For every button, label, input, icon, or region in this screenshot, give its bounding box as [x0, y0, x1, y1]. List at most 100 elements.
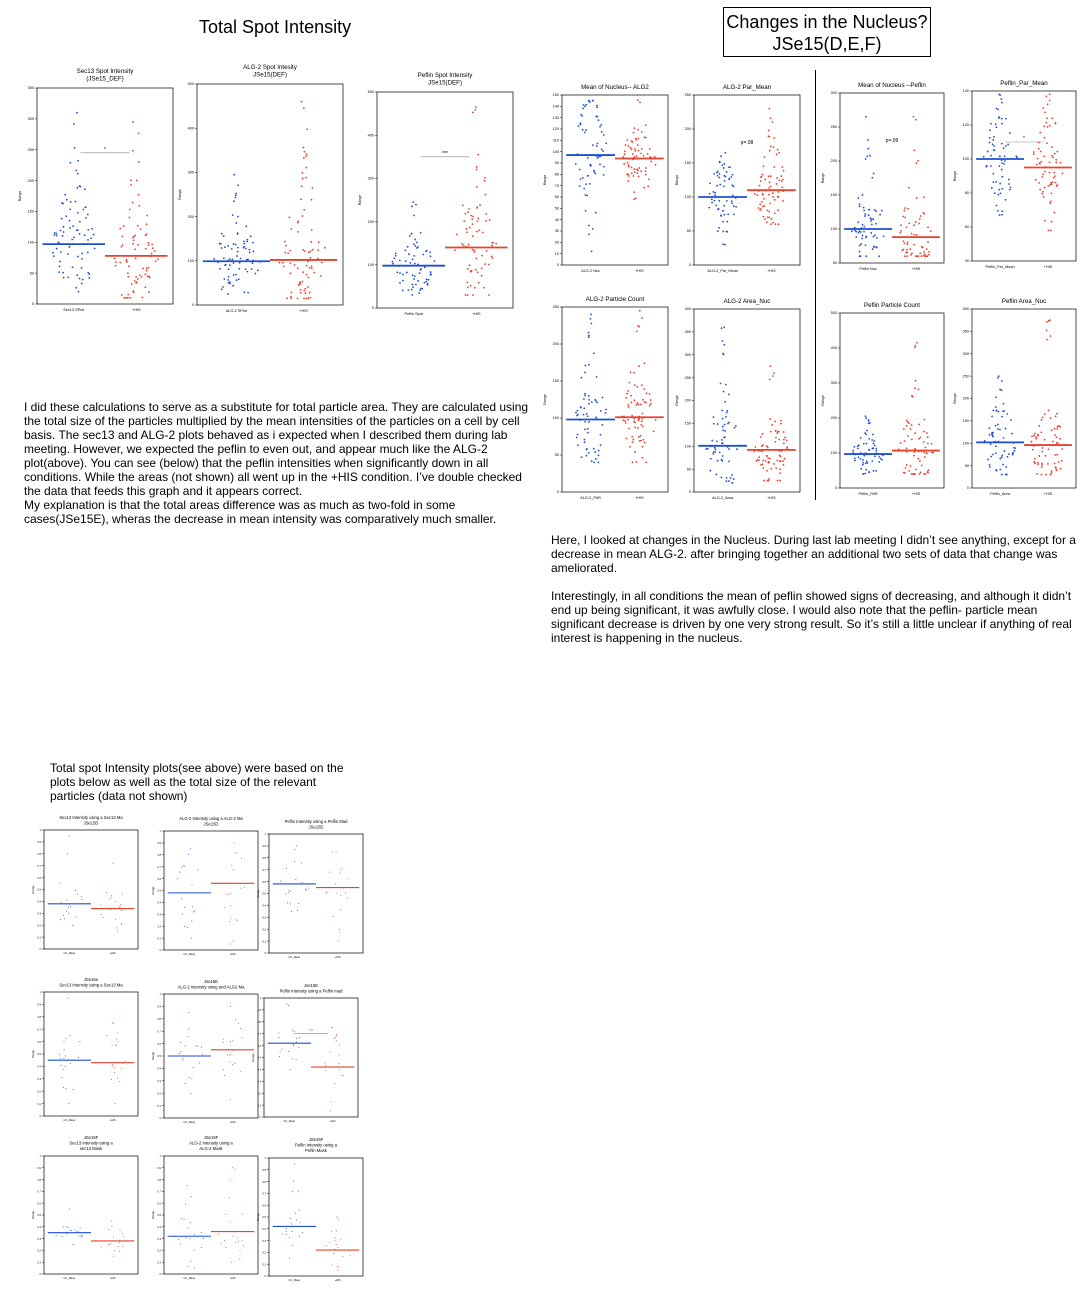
data-point: [339, 928, 341, 930]
data-point: [190, 1260, 192, 1262]
data-point: [130, 179, 133, 182]
data-point: [766, 446, 769, 449]
data-point: [772, 192, 774, 195]
data-point: [238, 267, 241, 270]
data-point: [583, 407, 586, 410]
data-point: [634, 450, 637, 453]
data-point: [771, 424, 774, 426]
data-point: [200, 1232, 202, 1234]
data-point: [723, 436, 726, 439]
data-point: [188, 854, 190, 856]
data-point: [924, 253, 926, 256]
data-point: [1053, 211, 1056, 214]
data-point: [223, 257, 225, 260]
data-point: [872, 433, 874, 436]
data-point: [605, 142, 608, 145]
data-point: [410, 288, 413, 291]
data-point: [930, 443, 933, 445]
y-tick-label: 0.7: [157, 1190, 161, 1194]
data-point: [779, 472, 782, 475]
y-tick-label: 400: [188, 126, 194, 130]
data-point: [722, 209, 724, 212]
chart-alg2-spot-intensity: ALG-2 Spot IntesityJSe15(DEF)01002003004…: [178, 64, 344, 313]
data-point: [999, 192, 1002, 195]
data-point: [778, 179, 781, 182]
data-point: [66, 853, 68, 855]
data-point: [181, 913, 183, 915]
data-point: [396, 271, 399, 274]
data-point: [114, 264, 117, 267]
data-point: [902, 215, 905, 218]
data-point: [640, 423, 643, 426]
data-point: [712, 422, 715, 425]
data-point: [287, 902, 289, 904]
data-point: [232, 262, 235, 264]
data-point: [178, 1238, 180, 1240]
data-point: [781, 186, 784, 189]
data-point: [1039, 188, 1042, 191]
data-point: [462, 204, 464, 207]
data-point: [720, 476, 723, 479]
data-point: [584, 394, 586, 397]
data-point: [643, 362, 646, 365]
data-point: [584, 210, 587, 212]
data-point: [412, 286, 414, 289]
plot-frame: [43, 829, 139, 950]
significance-label: *: [104, 147, 106, 153]
data-point: [588, 224, 590, 227]
data-point: [768, 107, 771, 110]
data-point: [995, 204, 998, 207]
y-tick-label: 200: [831, 159, 837, 163]
y-tick-label: 0.1: [262, 1262, 266, 1266]
data-point: [858, 230, 861, 233]
data-point: [705, 448, 708, 450]
data-point: [305, 264, 308, 267]
data-point: [192, 906, 194, 908]
data-point: [220, 247, 223, 249]
data-point: [303, 289, 306, 292]
data-point: [295, 879, 297, 881]
data-point: [281, 1048, 283, 1050]
data-point: [495, 242, 498, 245]
y-axis-label: Range: [31, 1210, 35, 1219]
chart-jse15d-peflin: Peflin Intensity using a Peflin MadJSe15…: [256, 819, 364, 959]
data-point: [114, 1072, 116, 1074]
data-point: [121, 893, 123, 895]
data-point: [235, 1241, 237, 1243]
y-tick-label: 0: [160, 1116, 162, 1120]
data-point: [249, 235, 252, 238]
data-point: [199, 1062, 201, 1064]
data-point: [145, 233, 148, 236]
data-point: [873, 444, 876, 447]
data-point: [579, 178, 582, 181]
y-tick-label: 100: [963, 157, 969, 161]
data-point: [78, 220, 81, 223]
y-tick-label: 50: [30, 271, 34, 275]
data-point: [1001, 210, 1004, 213]
data-point: [309, 250, 312, 253]
data-point: [307, 887, 309, 889]
x-tick-label: CC_Mean: [289, 955, 301, 959]
y-tick-label: 350: [963, 330, 969, 334]
y-tick-label: 100: [831, 227, 837, 231]
data-point: [585, 454, 588, 457]
data-point: [394, 254, 397, 257]
data-point: [1003, 155, 1006, 158]
data-point: [596, 142, 599, 145]
data-point: [418, 292, 421, 294]
data-point: [903, 440, 906, 443]
data-point: [232, 869, 234, 871]
data-point: [1002, 147, 1005, 150]
data-point: [1039, 131, 1042, 134]
chart-title-line: ALG-2 Intensity using and ALG2 Ma: [178, 985, 245, 990]
data-point: [1041, 175, 1044, 178]
data-point: [246, 240, 249, 243]
data-point: [125, 296, 128, 299]
data-point: [762, 459, 765, 462]
data-point: [1000, 98, 1003, 101]
data-point: [627, 418, 629, 421]
data-point: [633, 191, 635, 194]
y-tick-label: 1: [265, 832, 267, 836]
data-point: [861, 234, 864, 237]
data-point: [923, 254, 925, 257]
